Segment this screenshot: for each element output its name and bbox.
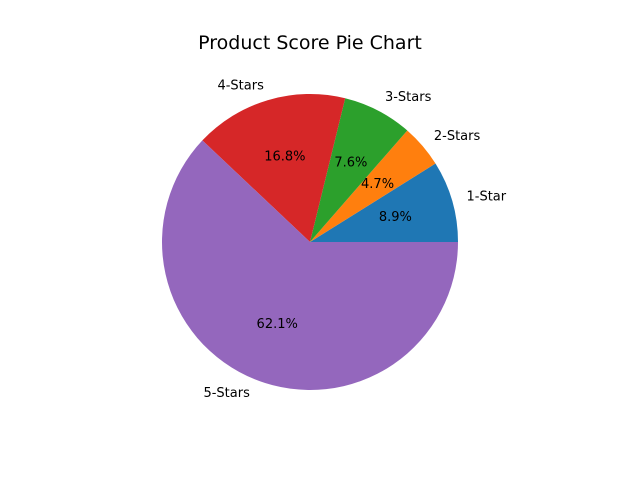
pie-slice-3-stars <box>310 98 408 242</box>
pie-slice-4-stars <box>202 94 346 243</box>
pie-slice-2-stars <box>310 130 436 242</box>
slice-percent-label: 7.6% <box>334 156 367 171</box>
pie-slices <box>162 94 458 390</box>
slice-label: 2-Stars <box>434 129 481 144</box>
slice-label: 1-Star <box>466 190 506 205</box>
slice-label: 5-Stars <box>203 386 250 401</box>
slice-label: 3-Stars <box>385 90 432 105</box>
chart-title: Product Score Pie Chart <box>198 32 422 54</box>
pie-labels: 1-Star 8.9% 2-Stars 4.7% 3-Stars 7.6% 4-Stars 1… <box>203 78 506 400</box>
pie-slice-1-star <box>310 163 458 242</box>
slice-percent-label: 8.9% <box>379 210 412 225</box>
slice-percent-label: 4.7% <box>361 177 394 192</box>
slice-percent-label: 62.1% <box>257 317 298 332</box>
pie-slice-5-stars <box>162 140 458 390</box>
slice-percent-label: 16.8% <box>264 149 305 164</box>
slice-label: 4-Stars <box>217 78 264 93</box>
